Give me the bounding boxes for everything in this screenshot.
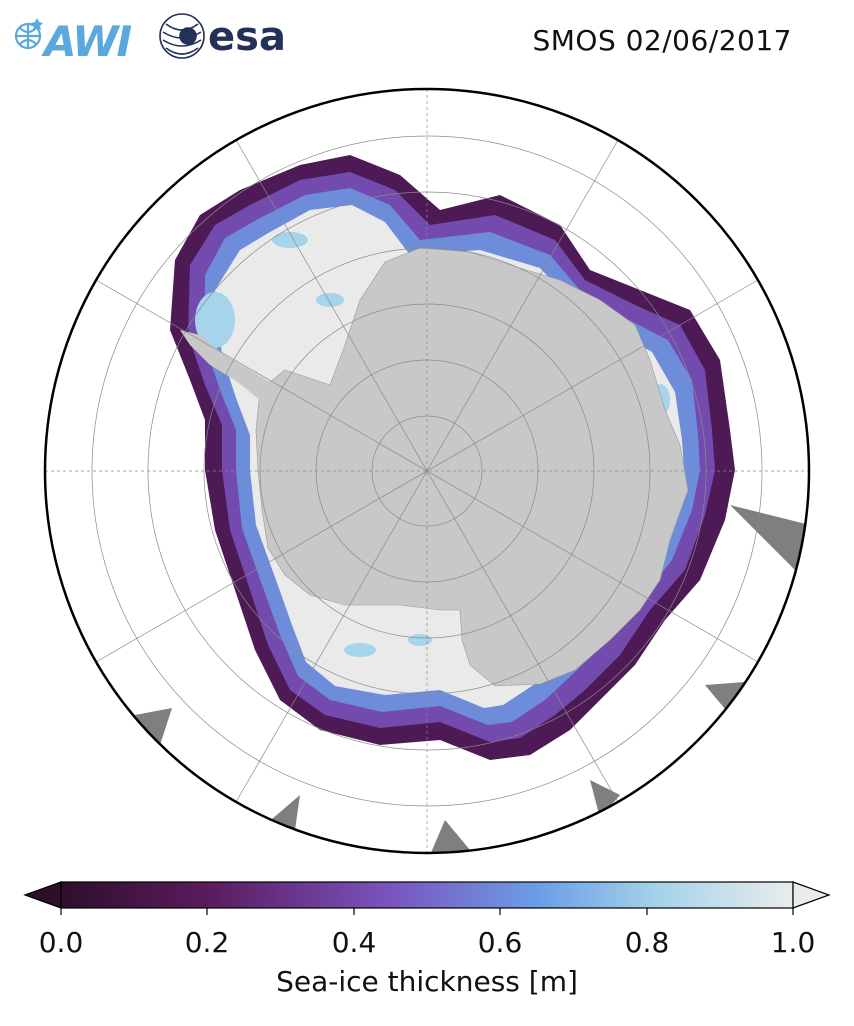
colorbar-label: Sea-ice thickness [m] bbox=[276, 965, 578, 998]
map-title: SMOS 02/06/2017 bbox=[532, 24, 792, 57]
colorbar-tick-label: 0.0 bbox=[38, 926, 84, 959]
colorbar-tick-label: 0.4 bbox=[331, 926, 377, 959]
antarctic-sea-ice-map bbox=[43, 87, 811, 855]
awi-logo: AWI bbox=[14, 17, 134, 60]
antarctic-peninsula bbox=[180, 330, 275, 400]
awi-globe-icon bbox=[14, 18, 43, 50]
colorbar-tick-label: 0.2 bbox=[184, 926, 230, 959]
colorbar-tick-label: 1.0 bbox=[770, 926, 816, 959]
colorbar-tick-label: 0.8 bbox=[624, 926, 670, 959]
esa-logo-text: esa bbox=[208, 14, 286, 60]
colorbar-extend-high bbox=[792, 881, 831, 909]
esa-logo: esa bbox=[159, 13, 286, 60]
antarctica-land bbox=[255, 247, 689, 687]
colorbar-tick-marks bbox=[60, 908, 794, 915]
map-boundary bbox=[43, 87, 811, 855]
awi-logo-text: AWI bbox=[41, 17, 132, 60]
no-data-wedges bbox=[135, 505, 809, 853]
esa-emblem-icon bbox=[159, 13, 205, 59]
colorbar bbox=[23, 881, 831, 915]
graticule bbox=[45, 89, 809, 853]
colorbar-gradient bbox=[60, 881, 794, 909]
colorbar-extend-low bbox=[23, 881, 62, 909]
colorbar-tick-label: 0.6 bbox=[477, 926, 523, 959]
